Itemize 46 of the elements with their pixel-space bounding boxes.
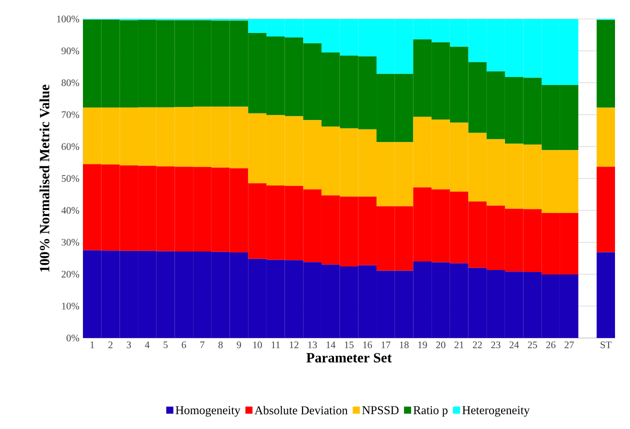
x-tick-label: 10 (253, 342, 262, 348)
x-tick-label: 22 (472, 342, 482, 348)
y-tick-label: 100% (57, 16, 80, 22)
x-tick-label: 20 (436, 342, 446, 348)
x-tick-label: 18 (400, 342, 409, 348)
x-tick-label: 6 (182, 342, 186, 348)
y-tick-label: 50% (62, 175, 80, 182)
x-tick-label: 12 (290, 342, 298, 348)
y-tick-label: 40% (61, 207, 80, 214)
x-tick-label: 5 (164, 342, 168, 348)
x-tick-label: 16 (363, 342, 372, 348)
x-tick-label: 24 (510, 342, 519, 348)
legend-label: Absolute Deviation (254, 406, 348, 414)
legend-label: NPSSD (362, 406, 399, 414)
y-tick-label: 10% (62, 302, 80, 310)
x-tick-label: 1 (90, 342, 94, 348)
x-tick-label: 4 (144, 342, 150, 348)
x-tick-label: 21 (454, 342, 464, 348)
x-tick-label: 17 (382, 342, 390, 348)
legend-label: Ratio p (413, 406, 448, 417)
x-tick-label: 11 (272, 342, 280, 348)
x-tick-label: 13 (308, 342, 317, 348)
y-tick-label: 90% (62, 48, 80, 54)
legend-label: Homogeneity (176, 406, 240, 417)
x-tick-label: 19 (418, 342, 427, 348)
y-tick-label: 30% (62, 238, 80, 246)
x-tick-label: 8 (218, 342, 223, 348)
x-axis-title: Parameter Set (306, 353, 392, 362)
x-tick-label: 14 (326, 342, 336, 348)
y-tick-label: 20% (62, 270, 80, 278)
x-tick-label: 23 (491, 342, 500, 348)
y-tick-label: 0% (66, 334, 80, 342)
x-tick-label: 2 (108, 342, 112, 348)
x-tick-label: 26 (546, 342, 556, 348)
x-tick-label: 15 (344, 342, 354, 348)
x-tick-label: ST (600, 342, 612, 348)
x-tick-label: 25 (528, 342, 538, 348)
x-tick-label: 9 (236, 342, 242, 348)
x-tick-label: 3 (126, 342, 131, 348)
y-tick-label: 60% (62, 143, 80, 150)
legend-label: Heterogeneity (462, 406, 530, 417)
y-tick-label: 70% (62, 111, 80, 118)
y-tick-label: 80% (62, 79, 80, 86)
x-tick-label: 7 (200, 342, 204, 348)
x-tick-label: 27 (564, 342, 574, 348)
y-axis-title: 100% Normalised Metric Value (40, 84, 50, 272)
